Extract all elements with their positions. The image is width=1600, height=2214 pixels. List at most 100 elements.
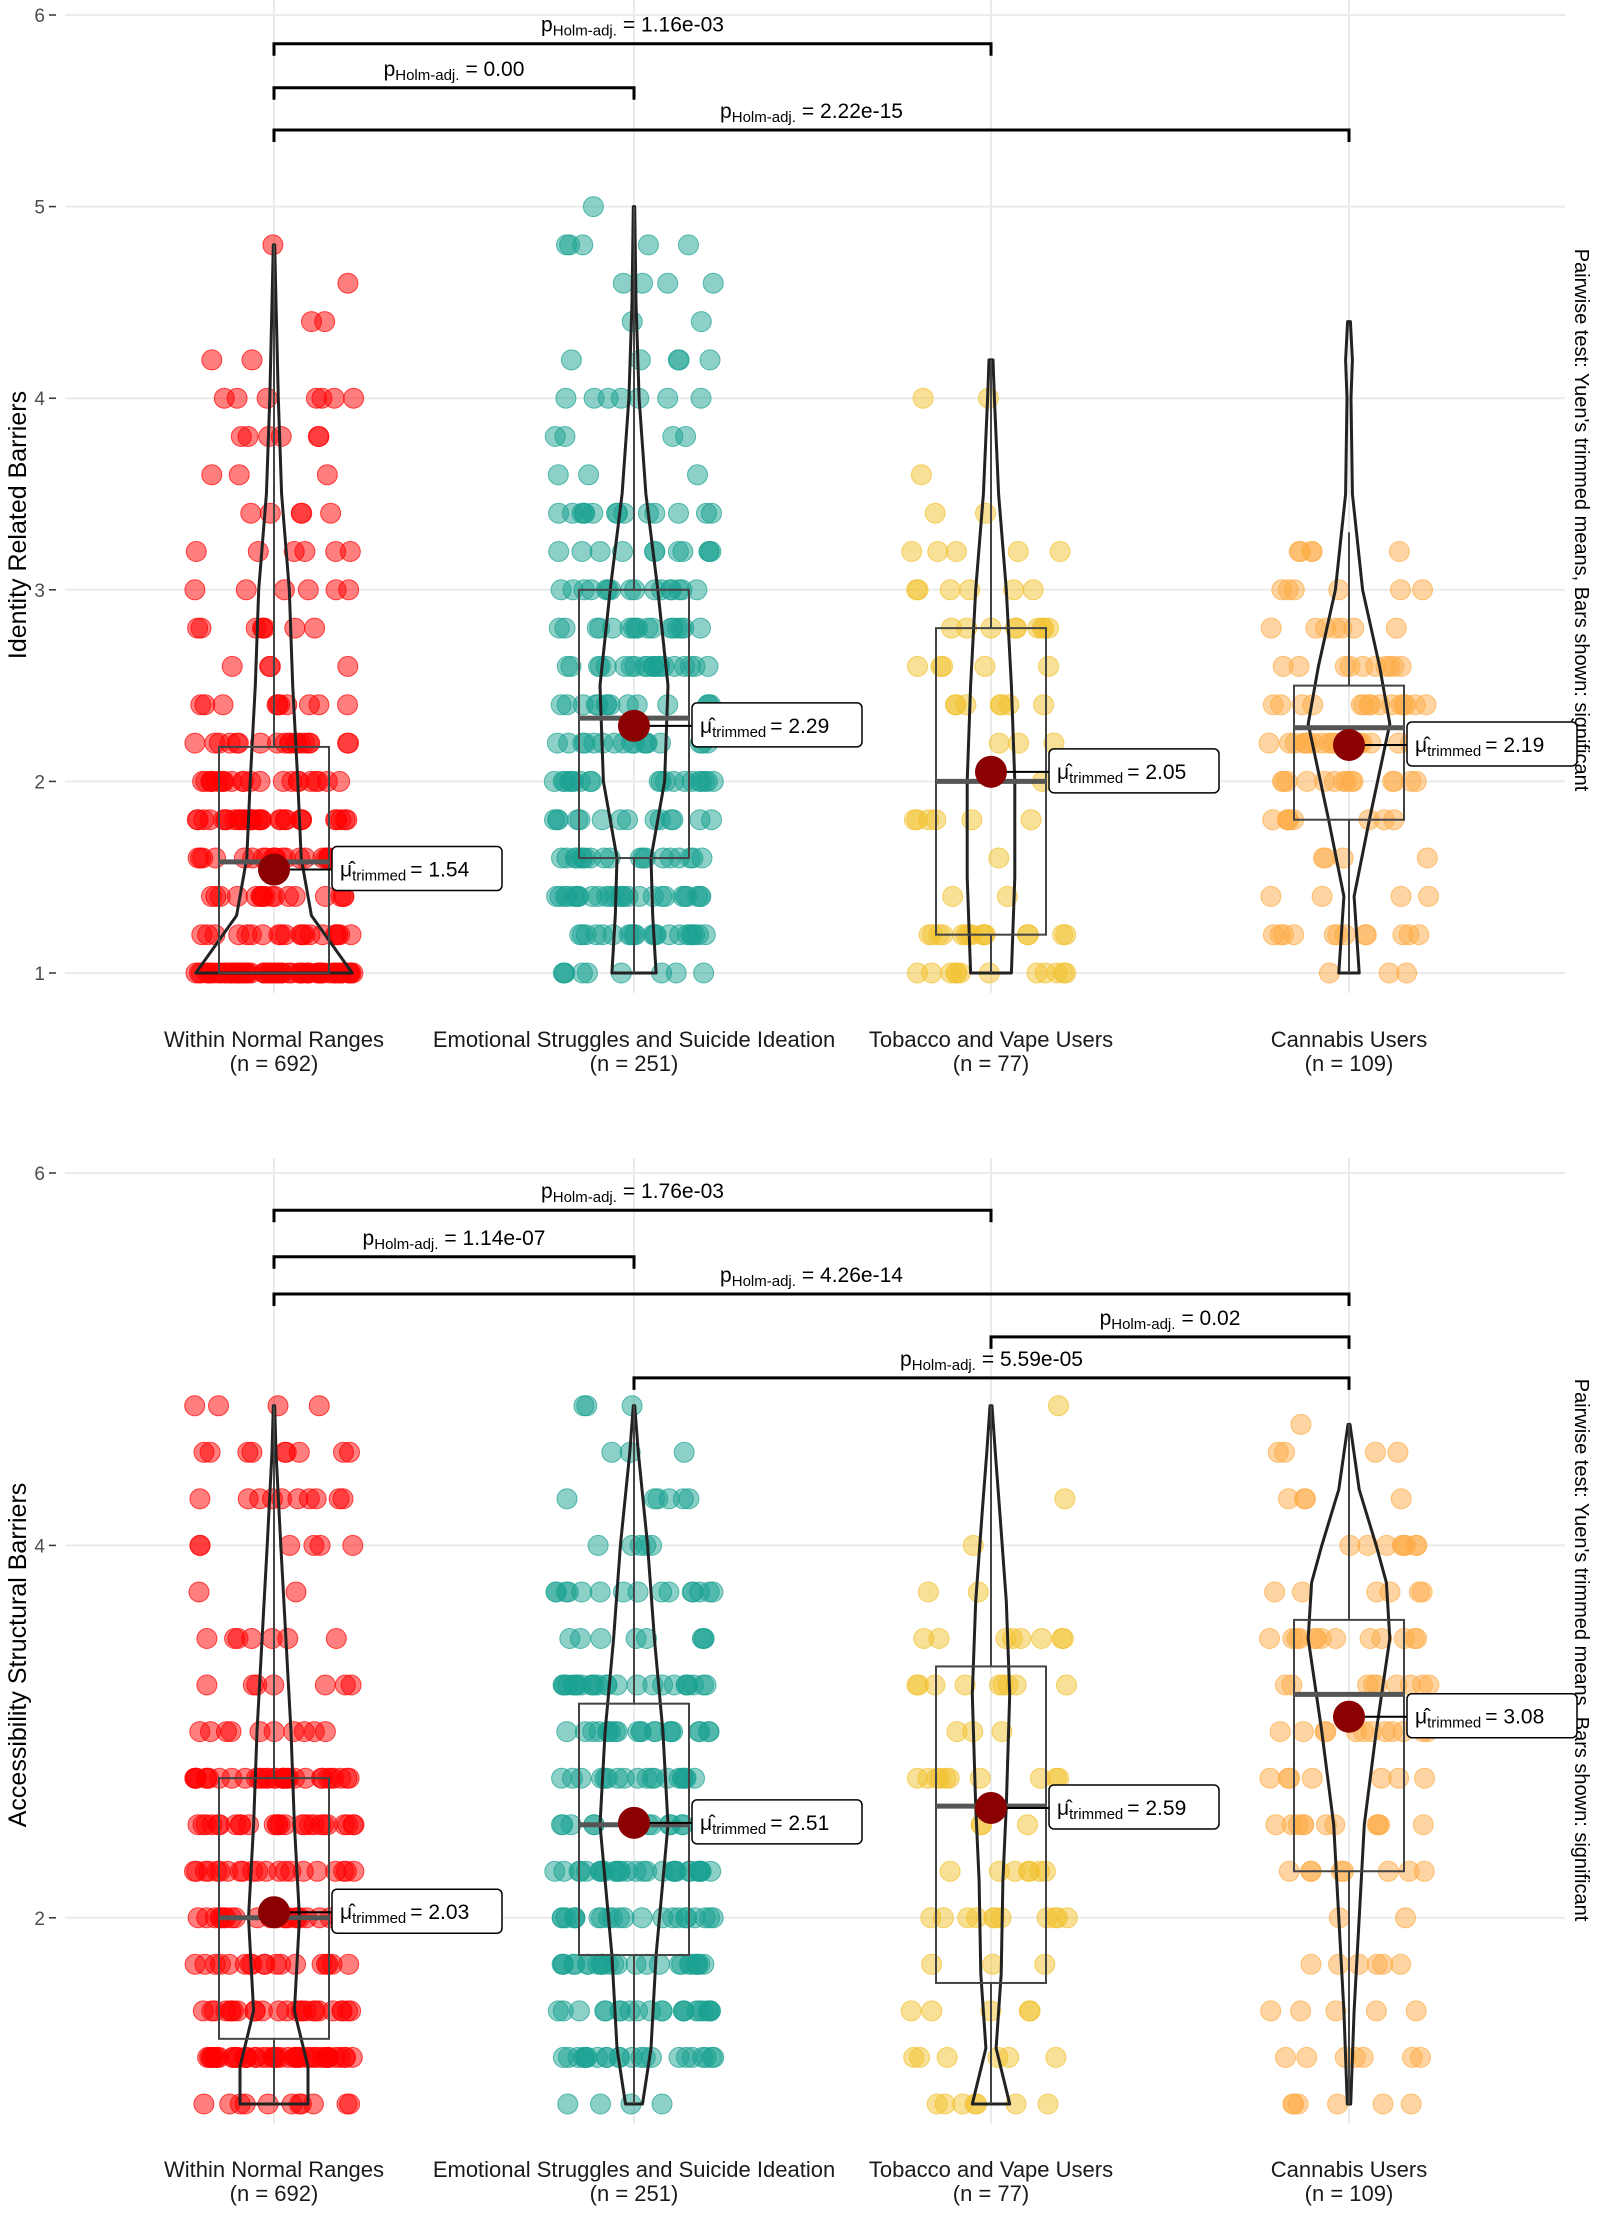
n-label: (n = 692) xyxy=(230,2181,319,2206)
data-point xyxy=(320,502,342,524)
data-point xyxy=(589,541,611,562)
data-points xyxy=(901,387,1077,984)
bracket-line xyxy=(272,1292,1351,1307)
data-point xyxy=(596,2046,618,2068)
data-point xyxy=(1281,1674,1303,1696)
data-point xyxy=(209,885,231,907)
data-point xyxy=(308,426,330,447)
data-point xyxy=(1287,2093,1309,2115)
data-point xyxy=(681,1581,703,1603)
data-point xyxy=(1390,579,1411,601)
data-point xyxy=(247,541,269,562)
data-point xyxy=(196,1674,218,1696)
data-point xyxy=(273,579,295,601)
trimmed-mean-marker xyxy=(618,709,650,742)
y-tick-label: 2 xyxy=(34,772,45,793)
data-point xyxy=(554,617,576,639)
violin xyxy=(194,243,354,975)
data-point xyxy=(595,655,617,677)
data-point xyxy=(338,579,360,601)
category-label: Emotional Struggles and Suicide Ideation xyxy=(433,1027,835,1052)
mean-label: μ̂trimmed = 2.29 xyxy=(691,702,863,748)
data-point xyxy=(906,1674,928,1696)
data-point xyxy=(1388,541,1410,562)
data-point xyxy=(1036,1907,1058,1929)
data-point xyxy=(644,1721,665,1743)
data-point xyxy=(544,426,566,447)
data-point xyxy=(692,2046,714,2068)
data-point xyxy=(314,1674,336,1696)
data-point xyxy=(337,732,358,754)
data-point xyxy=(572,234,594,256)
p-value: = 1.14e-07 xyxy=(444,1227,545,1250)
y-tick-label: 3 xyxy=(34,581,45,602)
data-point xyxy=(1315,1721,1337,1743)
comparison-bracket: pHolm-adj. = 1.14e-07 xyxy=(272,1227,636,1269)
n-label: (n = 251) xyxy=(590,2181,679,2206)
data-point xyxy=(651,2093,673,2115)
data-point xyxy=(325,1628,347,1649)
trimmed-mean-marker xyxy=(1333,728,1365,761)
data-point xyxy=(921,2000,943,2022)
data-point xyxy=(551,1767,573,1789)
data-point xyxy=(199,2046,221,2068)
data-point xyxy=(939,1860,961,1882)
data-point xyxy=(907,655,928,677)
data-point xyxy=(335,2046,357,2068)
data-point xyxy=(1327,2093,1349,2115)
data-point xyxy=(966,1907,988,1929)
data-point xyxy=(1412,1814,1434,1836)
mean-label-box xyxy=(1048,748,1220,794)
data-point xyxy=(213,387,235,409)
mu-symbol: μ̂ xyxy=(1415,1706,1431,1729)
data-point xyxy=(568,2000,590,2022)
data-point xyxy=(625,1628,647,1649)
data-point xyxy=(672,541,694,562)
violin xyxy=(965,358,1017,975)
data-point xyxy=(189,1488,211,1510)
trimmed-mean-marker xyxy=(975,755,1007,788)
mean-label-box xyxy=(331,1888,503,1934)
data-point xyxy=(325,809,347,831)
data-point xyxy=(1390,655,1412,677)
data-point xyxy=(1390,1953,1412,1975)
data-point xyxy=(644,809,666,831)
data-point xyxy=(283,1721,305,1743)
data-point xyxy=(1412,579,1433,601)
p-subscript: Holm-adj. xyxy=(732,1273,796,1290)
data-point xyxy=(913,1628,935,1649)
data-point xyxy=(961,809,983,831)
p-value: = 2.22e-15 xyxy=(802,100,903,123)
data-point xyxy=(547,2000,569,2022)
data-point xyxy=(187,1814,209,1836)
data-point xyxy=(550,694,572,716)
mu-subscript: trimmed xyxy=(712,1821,766,1838)
data-point xyxy=(998,694,1020,716)
data-point xyxy=(662,809,684,831)
data-point xyxy=(304,617,326,639)
data-point xyxy=(1400,2093,1422,2115)
data-point xyxy=(1318,962,1340,984)
data-point xyxy=(1416,847,1438,869)
p-subscript: Holm-adj. xyxy=(553,23,617,40)
data-point xyxy=(576,1395,598,1417)
data-point xyxy=(196,1907,218,1929)
data-point xyxy=(1007,541,1029,562)
mean-label-text: μ̂trimmed = 3.08 xyxy=(1415,1706,1544,1732)
data-point xyxy=(699,2000,721,2022)
data-point xyxy=(571,541,593,562)
data-point xyxy=(291,924,313,946)
data-point xyxy=(288,1441,310,1463)
mean-value: = 2.03 xyxy=(410,1901,469,1924)
mu-symbol: μ̂ xyxy=(1057,1797,1073,1820)
data-point xyxy=(267,1395,289,1417)
data-point xyxy=(606,502,628,524)
mean-label-text: μ̂trimmed = 2.51 xyxy=(700,1812,829,1838)
data-point xyxy=(636,1860,658,1882)
data-point xyxy=(613,1907,635,1929)
group-1: μ̂trimmed = 2.03 Within Normal Ranges(n = … xyxy=(164,1395,503,2206)
mu-symbol: μ̂ xyxy=(340,1901,356,1924)
data-point xyxy=(333,1860,355,1882)
p-value: = 0.00 xyxy=(465,58,524,81)
mean-value: = 3.08 xyxy=(1485,1706,1544,1729)
